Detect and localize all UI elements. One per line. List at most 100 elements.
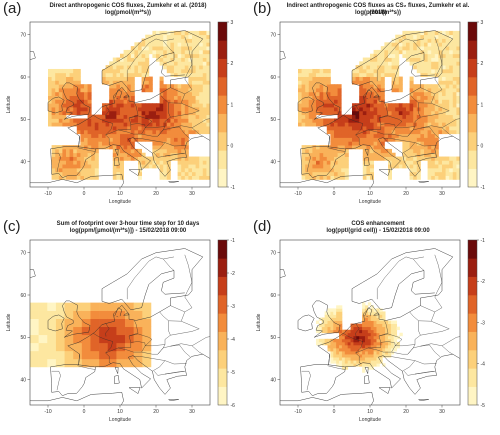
flux-cell xyxy=(181,84,186,89)
flux-cell xyxy=(395,34,400,39)
chart-subtitle: log(pmol/(m²*s)) xyxy=(355,10,401,16)
footprint-cell xyxy=(81,302,91,311)
flux-cell xyxy=(362,118,367,123)
footprint-cell xyxy=(38,334,48,344)
flux-cell xyxy=(420,145,425,150)
enhancement-cell xyxy=(333,311,337,315)
flux-cell xyxy=(163,88,168,93)
flux-cell xyxy=(442,103,446,108)
enhancement-cell xyxy=(353,357,357,361)
footprint-cell xyxy=(30,302,39,311)
coastline xyxy=(114,367,119,374)
flux-cell xyxy=(370,57,374,62)
flux-cell xyxy=(62,145,67,150)
flux-cell xyxy=(141,118,146,123)
flux-cell xyxy=(181,126,186,131)
enhancement-cell xyxy=(344,366,349,370)
flux-cell xyxy=(145,72,150,77)
flux-cell xyxy=(334,129,338,135)
enhancement-cell xyxy=(399,332,403,337)
flux-cell xyxy=(152,122,157,127)
flux-cell xyxy=(120,133,124,138)
flux-cell xyxy=(409,126,414,131)
flux-cell xyxy=(359,133,364,138)
flux-cell xyxy=(141,61,146,66)
flux-cell xyxy=(145,122,150,127)
flux-cell xyxy=(359,107,364,112)
y-tick-label: 40 xyxy=(270,159,276,165)
flux-cell xyxy=(445,164,450,169)
flux-cell xyxy=(130,145,135,150)
enhancement-cell xyxy=(356,344,360,349)
y-tick-label: 50 xyxy=(270,335,276,341)
flux-cell xyxy=(449,84,454,89)
flux-cell xyxy=(192,126,196,131)
flux-cell xyxy=(174,107,178,112)
footprint-cell xyxy=(133,326,143,336)
flux-cell xyxy=(395,164,400,169)
flux-cell xyxy=(305,114,310,119)
flux-cell xyxy=(362,141,367,146)
flux-cell xyxy=(424,141,428,146)
country-border xyxy=(342,114,363,146)
flux-cell xyxy=(152,42,157,47)
flux-cell xyxy=(416,99,421,104)
flux-cell xyxy=(127,103,132,108)
flux-cell xyxy=(380,145,385,150)
enhancement-cell xyxy=(353,326,357,331)
enhancement-cell xyxy=(390,320,395,324)
flux-cell xyxy=(170,99,175,104)
enhancement-cell xyxy=(388,323,392,328)
flux-cell xyxy=(409,167,414,173)
flux-cell xyxy=(51,145,56,150)
flux-cell xyxy=(112,72,117,77)
flux-cell xyxy=(58,160,63,165)
flux-cell xyxy=(51,160,56,165)
flux-cell xyxy=(337,88,342,93)
flux-cell xyxy=(434,152,439,157)
flux-cell xyxy=(305,152,310,157)
flux-cell xyxy=(398,107,403,112)
flux-cell xyxy=(308,68,313,74)
flux-cell xyxy=(109,72,114,77)
flux-cell xyxy=(202,80,207,85)
flux-cell xyxy=(174,141,178,146)
flux-cell xyxy=(48,88,52,93)
flux-cell xyxy=(409,148,414,154)
flux-cell xyxy=(199,126,204,131)
flux-cell xyxy=(62,88,67,93)
flux-cell xyxy=(148,42,153,47)
enhancement-cell xyxy=(373,314,377,318)
flux-cell xyxy=(174,110,178,116)
flux-cell xyxy=(362,164,367,169)
flux-cell xyxy=(427,114,432,119)
flux-cell xyxy=(159,152,164,157)
flux-cell xyxy=(337,164,342,169)
flux-cell xyxy=(370,145,374,150)
flux-cell xyxy=(51,99,56,104)
flux-cell xyxy=(174,122,178,127)
flux-cell xyxy=(341,118,346,123)
flux-cell xyxy=(76,129,81,135)
flux-cell xyxy=(120,61,124,66)
flux-cell xyxy=(159,30,164,36)
flux-cell xyxy=(109,88,114,93)
flux-cell xyxy=(66,72,70,77)
enhancement-cell xyxy=(393,326,398,331)
x-tick-label: 0 xyxy=(333,409,336,415)
enhancement-cell xyxy=(382,311,386,315)
flux-cell xyxy=(127,156,132,161)
flux-cell xyxy=(442,49,446,55)
flux-cell xyxy=(166,46,171,51)
flux-cell xyxy=(141,42,146,47)
enhancement-cell xyxy=(370,317,374,321)
enhancement-cell xyxy=(336,363,340,367)
flux-cell xyxy=(445,171,450,176)
flux-cell xyxy=(398,122,403,127)
footprint-cell xyxy=(99,342,109,352)
flux-cell xyxy=(123,145,128,150)
flux-cell xyxy=(413,91,418,97)
footprint-cell xyxy=(81,310,91,319)
enhancement-cell xyxy=(350,344,354,349)
flux-cell xyxy=(112,103,117,108)
